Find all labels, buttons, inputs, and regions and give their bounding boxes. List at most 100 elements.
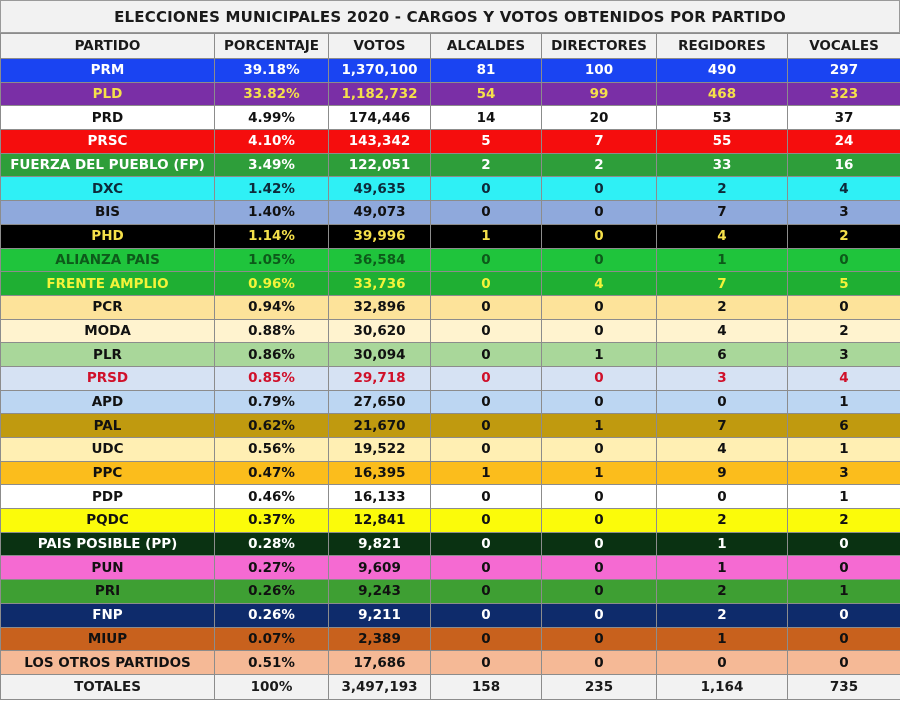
votes-cell: 143,342 <box>328 129 431 154</box>
party-row: PAIS POSIBLE (PP) 0.28% 9,821 0 0 1 0 <box>0 531 900 557</box>
alcaldes-cell: 0 <box>430 602 542 628</box>
party-name-cell: PQDC <box>0 508 215 533</box>
regidores-cell: 7 <box>656 271 788 296</box>
party-name-cell: MODA <box>0 318 215 344</box>
votes-cell: 122,051 <box>328 152 431 178</box>
vocales-cell: 0 <box>787 247 900 273</box>
percentage-cell: 0.79% <box>214 389 329 415</box>
party-name-cell: DXC <box>0 176 215 202</box>
party-row: MIUP 0.07% 2,389 0 0 1 0 <box>0 626 900 652</box>
alcaldes-cell: 0 <box>430 365 542 391</box>
alcaldes-cell: 0 <box>430 579 542 604</box>
party-name-cell: PHD <box>0 223 215 249</box>
alcaldes-cell: 0 <box>430 294 542 320</box>
party-row: ALIANZA PAIS 1.05% 36,584 0 0 1 0 <box>0 247 900 273</box>
percentage-cell: 1.14% <box>214 223 329 249</box>
percentage-cell: 0.28% <box>214 531 329 557</box>
percentage-cell: 1.40% <box>214 200 329 225</box>
alcaldes-cell: 0 <box>430 200 542 225</box>
directores-cell: 4 <box>541 271 657 296</box>
regidores-cell: 468 <box>656 81 788 107</box>
directores-cell: 0 <box>541 602 657 628</box>
party-row: PCR 0.94% 32,896 0 0 2 0 <box>0 294 900 320</box>
alcaldes-cell: 0 <box>430 318 542 344</box>
votes-cell: 49,635 <box>328 176 431 202</box>
party-name-cell: ALIANZA PAIS <box>0 247 215 273</box>
percentage-cell: 0.86% <box>214 342 329 367</box>
party-row: PDP 0.46% 16,133 0 0 0 1 <box>0 484 900 510</box>
percentage-cell: 0.51% <box>214 650 329 675</box>
vocales-cell: 0 <box>787 650 900 675</box>
col-header-directores: DIRECTORES <box>541 33 657 59</box>
percentage-cell: 0.94% <box>214 294 329 320</box>
party-name-cell: PAIS POSIBLE (PP) <box>0 531 215 557</box>
col-header-partido: PARTIDO <box>0 33 215 59</box>
alcaldes-cell: 0 <box>430 531 542 557</box>
percentage-cell: 0.37% <box>214 508 329 533</box>
directores-cell: 0 <box>541 200 657 225</box>
directores-cell: 1 <box>541 342 657 367</box>
directores-cell: 0 <box>541 389 657 415</box>
alcaldes-cell: 0 <box>430 342 542 367</box>
totals-vocales: 735 <box>787 673 900 700</box>
votes-cell: 9,609 <box>328 555 431 581</box>
party-row: PQDC 0.37% 12,841 0 0 2 2 <box>0 508 900 533</box>
directores-cell: 0 <box>541 484 657 510</box>
regidores-cell: 4 <box>656 318 788 344</box>
regidores-cell: 1 <box>656 247 788 273</box>
vocales-cell: 1 <box>787 484 900 510</box>
alcaldes-cell: 1 <box>430 223 542 249</box>
votes-cell: 9,211 <box>328 602 431 628</box>
party-row: PRD 4.99% 174,446 14 20 53 37 <box>0 105 900 131</box>
directores-cell: 0 <box>541 508 657 533</box>
alcaldes-cell: 0 <box>430 484 542 510</box>
percentage-cell: 0.47% <box>214 460 329 486</box>
alcaldes-cell: 5 <box>430 129 542 154</box>
party-name-cell: PRD <box>0 105 215 131</box>
percentage-cell: 0.27% <box>214 555 329 581</box>
party-row: PPC 0.47% 16,395 1 1 9 3 <box>0 460 900 486</box>
totals-row: TOTALES 100% 3,497,193 158 235 1,164 735 <box>0 673 900 700</box>
vocales-cell: 2 <box>787 318 900 344</box>
directores-cell: 100 <box>541 58 657 83</box>
alcaldes-cell: 0 <box>430 626 542 652</box>
vocales-cell: 37 <box>787 105 900 131</box>
regidores-cell: 2 <box>656 602 788 628</box>
regidores-cell: 0 <box>656 389 788 415</box>
regidores-cell: 2 <box>656 579 788 604</box>
party-name-cell: PRI <box>0 579 215 604</box>
regidores-cell: 7 <box>656 413 788 438</box>
votes-cell: 2,389 <box>328 626 431 652</box>
percentage-cell: 0.46% <box>214 484 329 510</box>
regidores-cell: 2 <box>656 508 788 533</box>
vocales-cell: 6 <box>787 413 900 438</box>
vocales-cell: 0 <box>787 531 900 557</box>
percentage-cell: 0.26% <box>214 602 329 628</box>
regidores-cell: 9 <box>656 460 788 486</box>
vocales-cell: 3 <box>787 342 900 367</box>
vocales-cell: 0 <box>787 626 900 652</box>
alcaldes-cell: 14 <box>430 105 542 131</box>
alcaldes-cell: 0 <box>430 437 542 462</box>
vocales-cell: 2 <box>787 223 900 249</box>
party-row: APD 0.79% 27,650 0 0 0 1 <box>0 389 900 415</box>
votes-cell: 1,182,732 <box>328 81 431 107</box>
vocales-cell: 3 <box>787 460 900 486</box>
votes-cell: 19,522 <box>328 437 431 462</box>
party-row: BIS 1.40% 49,073 0 0 7 3 <box>0 200 900 225</box>
party-row: PRM 39.18% 1,370,100 81 100 490 297 <box>0 58 900 83</box>
alcaldes-cell: 0 <box>430 389 542 415</box>
party-row: PAL 0.62% 21,670 0 1 7 6 <box>0 413 900 438</box>
regidores-cell: 4 <box>656 223 788 249</box>
percentage-cell: 0.07% <box>214 626 329 652</box>
vocales-cell: 16 <box>787 152 900 178</box>
party-row: FNP 0.26% 9,211 0 0 2 0 <box>0 602 900 628</box>
directores-cell: 20 <box>541 105 657 131</box>
party-row: PLR 0.86% 30,094 0 1 6 3 <box>0 342 900 367</box>
alcaldes-cell: 0 <box>430 555 542 581</box>
directores-cell: 0 <box>541 294 657 320</box>
alcaldes-cell: 1 <box>430 460 542 486</box>
regidores-cell: 0 <box>656 484 788 510</box>
directores-cell: 0 <box>541 365 657 391</box>
votes-cell: 30,094 <box>328 342 431 367</box>
